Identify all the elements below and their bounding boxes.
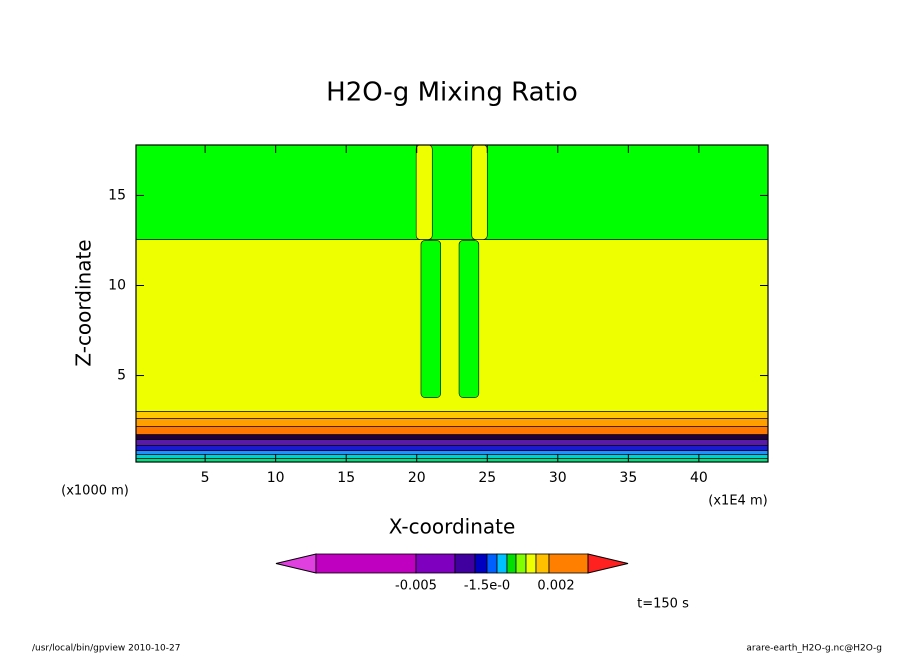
time-label: t=150 s	[637, 597, 689, 612]
contour-band	[135, 454, 769, 459]
y-tick-label: 15	[108, 187, 126, 203]
y-unit: (x1000 m)	[61, 484, 129, 499]
contour-column	[458, 240, 480, 398]
x-tick-label: 40	[690, 470, 708, 486]
contour-column	[471, 144, 488, 240]
x-tick-label: 25	[478, 470, 496, 486]
footer-left: /usr/local/bin/gpview 2010-10-27	[32, 644, 180, 654]
x-tick-label: 15	[337, 470, 355, 486]
y-tick-label: 10	[108, 277, 126, 293]
contour-band	[135, 439, 769, 446]
x-tick-label: 30	[549, 470, 567, 486]
colorbar-segment	[315, 553, 417, 574]
x-tick-label: 5	[201, 470, 210, 486]
x-axis-label: X-coordinate	[389, 515, 516, 539]
chart-title: H2O-g Mixing Ratio	[326, 78, 578, 108]
contour-band	[135, 445, 769, 451]
colorbar-segment	[486, 553, 498, 574]
colorbar-segment	[474, 553, 488, 574]
plot-frame	[135, 144, 769, 463]
colorbar-label: -0.005	[395, 579, 437, 594]
colorbar-segment	[415, 553, 456, 574]
contour-column	[415, 144, 433, 240]
colorbar-segment	[496, 553, 508, 574]
x-unit: (x1E4 m)	[708, 494, 767, 509]
contour-band	[135, 144, 769, 240]
colorbar-segment	[548, 553, 589, 574]
contour-band	[135, 239, 769, 412]
colorbar-segment	[515, 553, 527, 574]
colorbar-end	[587, 553, 629, 574]
colorbar-end	[275, 553, 317, 574]
y-tick-label: 5	[117, 368, 126, 384]
colorbar-label: -1.5e-0	[464, 579, 510, 594]
colorbar-segment	[454, 553, 476, 574]
contour-band	[135, 411, 769, 419]
y-axis-label: Z-coordinate	[72, 239, 96, 366]
contour-band	[135, 450, 769, 455]
contour-band	[135, 418, 769, 427]
contour-column	[420, 240, 442, 398]
contour-band	[135, 434, 769, 440]
contour-band	[135, 426, 769, 435]
x-tick-label: 10	[267, 470, 285, 486]
colorbar-segment	[525, 553, 537, 574]
footer-right: arare-earth_H2O-g.nc@H2O-g	[746, 644, 882, 654]
x-tick-label: 20	[408, 470, 426, 486]
colorbar-segment	[506, 553, 517, 574]
colorbar-segment	[535, 553, 550, 574]
x-tick-label: 35	[619, 470, 637, 486]
colorbar-label: 0.002	[537, 579, 574, 594]
